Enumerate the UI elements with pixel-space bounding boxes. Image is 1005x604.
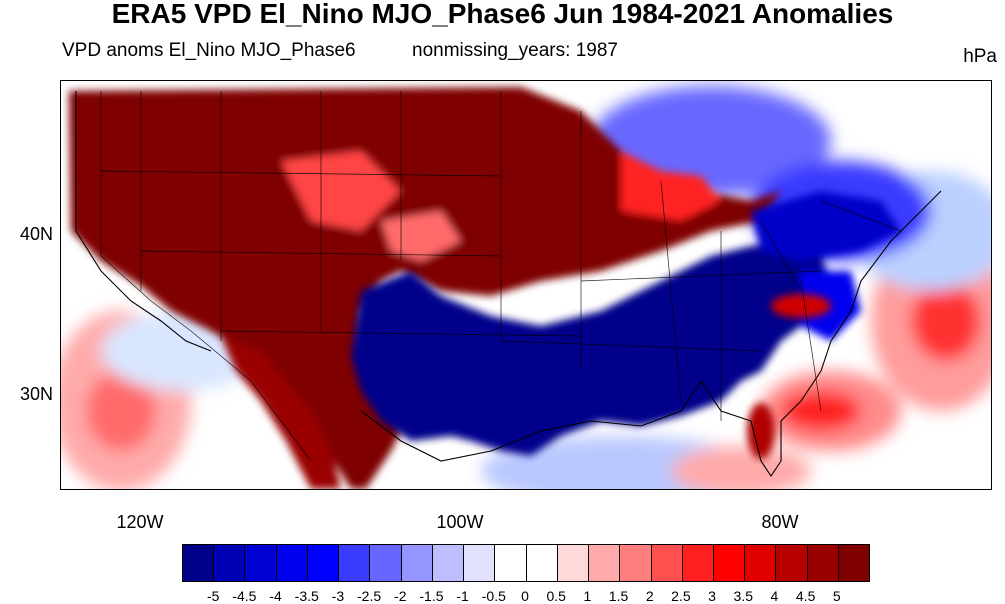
colorbar [182, 544, 870, 582]
colorbar-swatch [713, 545, 746, 581]
colorbar-tick-label: -2 [394, 588, 407, 604]
anomaly-map [60, 80, 992, 490]
lon-label-120w: 120W [116, 512, 164, 532]
colorbar-tick-label: 4.5 [795, 588, 816, 604]
colorbar-swatch [432, 545, 465, 581]
lat-label-40n: 40N [20, 224, 54, 244]
colorbar-tick-label: 4 [770, 588, 779, 604]
colorbar-tick-label: 5 [832, 588, 841, 604]
colorbar-swatch [807, 545, 839, 581]
colorbar-swatch [401, 545, 433, 581]
units-label: hPa [963, 46, 997, 67]
colorbar-swatch [620, 545, 652, 581]
colorbar-tick-label: -4.5 [232, 588, 257, 604]
colorbar-tick-label: -5 [206, 588, 220, 604]
colorbar-swatch [464, 545, 496, 581]
colorbar-tick-label: 0 [521, 588, 529, 604]
colorbar-tick-label: -4 [269, 588, 282, 604]
colorbar-tick-label: 3 [708, 588, 716, 604]
colorbar-tick-label: -1 [456, 588, 469, 604]
colorbar-swatch [370, 545, 402, 581]
colorbar-swatch [682, 545, 714, 581]
colorbar-swatch [589, 545, 621, 581]
colorbar-swatch [183, 545, 215, 581]
years-subtitle: nonmissing_years: 1987 [412, 40, 618, 61]
colorbar-swatch [495, 545, 527, 581]
lon-label-100w: 100W [436, 512, 484, 532]
colorbar-swatch [339, 545, 371, 581]
colorbar-tick-label: -3.5 [294, 588, 319, 604]
colorbar-tick-label: 3.5 [733, 588, 753, 604]
colorbar-tick-label: 1.5 [608, 588, 629, 604]
anomaly-field [61, 81, 991, 489]
colorbar-tick-label: 2 [645, 588, 654, 604]
colorbar-swatch [214, 545, 246, 581]
figure-title: ERA5 VPD El_Nino MJO_Phase6 Jun 1984-202… [111, 0, 894, 29]
colorbar-swatch [776, 545, 808, 581]
colorbar-swatch [651, 545, 683, 581]
colorbar-swatch [245, 545, 277, 581]
colorbar-tick-label: 0.5 [546, 588, 566, 604]
colorbar-tick-label: -2.5 [357, 588, 382, 604]
colorbar-swatch [276, 545, 308, 581]
lat-label-30n: 30N [20, 384, 54, 404]
colorbar-tick-label: 2.5 [671, 588, 691, 604]
colorbar-swatch [526, 545, 558, 581]
colorbar-swatch [838, 545, 870, 581]
lon-label-80w: 80W [761, 512, 799, 532]
colorbar-swatch [745, 545, 777, 581]
variable-subtitle: VPD anoms El_Nino MJO_Phase6 [62, 40, 356, 61]
colorbar-tick-label: -3 [331, 588, 345, 604]
colorbar-swatch [307, 545, 340, 581]
colorbar-tick-label: -1.5 [419, 588, 444, 604]
colorbar-tick-label: -0.5 [481, 588, 506, 604]
colorbar-tick-label: 1 [583, 588, 592, 604]
colorbar-swatch [557, 545, 590, 581]
